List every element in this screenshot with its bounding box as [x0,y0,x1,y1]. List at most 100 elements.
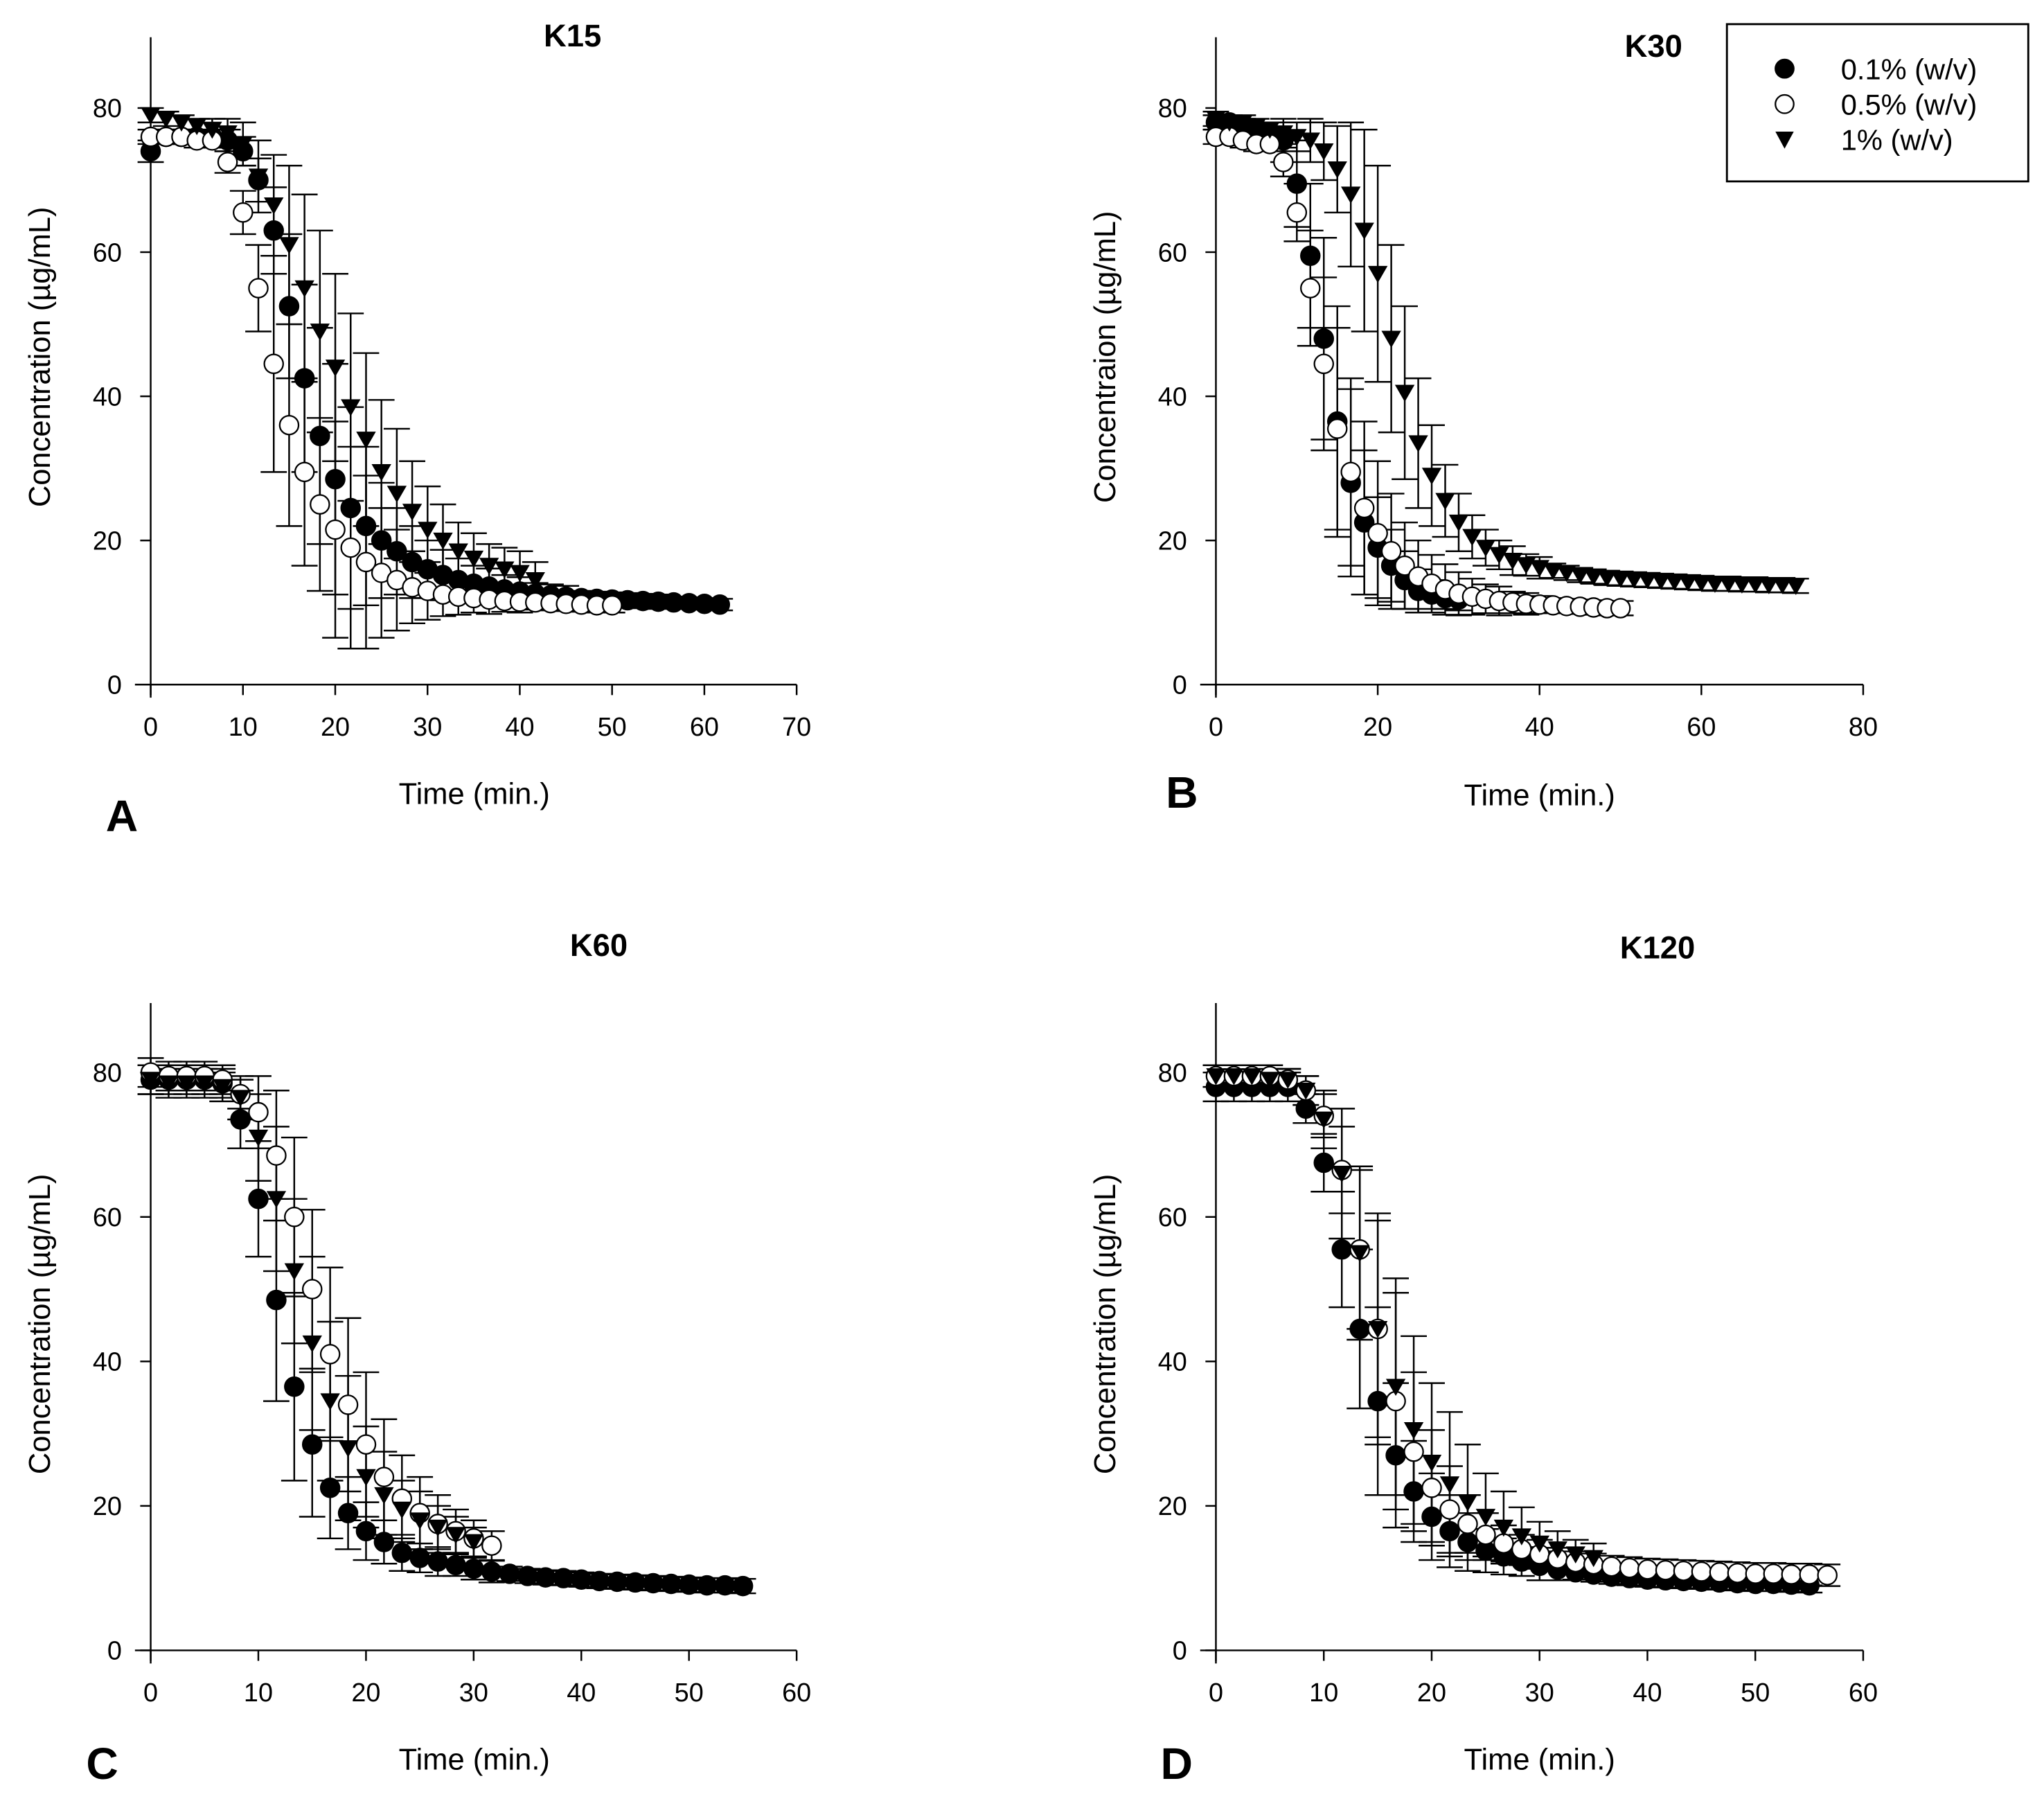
chart-title: K15 [544,18,601,53]
data-point-filled-circle [709,594,731,615]
data-point-triangle [177,1075,197,1093]
data-point-triangle [186,118,207,136]
data-point-open-circle [1619,1557,1640,1579]
data-point-open-circle [1817,1565,1838,1586]
data-point-filled-circle [1367,1390,1388,1412]
data-point-triangle [325,360,346,377]
data-point-open-circle [1610,598,1631,619]
data-point-triangle [1296,1082,1316,1100]
data-point-triangle [1435,493,1455,511]
data-point-open-circle [355,551,377,573]
x-axis-label: Time (min.) [399,777,550,810]
data-point-triangle [195,1075,215,1093]
data-point-triangle [171,114,192,132]
x-tick-label: 40 [1525,713,1554,742]
x-tick-label: 60 [782,1678,811,1708]
data-point-filled-circle [1421,1506,1442,1527]
data-point-filled-circle [625,1572,646,1593]
data-point-filled-circle [679,1574,700,1595]
data-point-triangle [1421,1454,1442,1472]
chart-title: K60 [570,928,628,963]
data-point-triangle [1349,1245,1370,1263]
data-point-triangle [1332,1165,1352,1183]
data-point-triangle [1547,1541,1567,1559]
data-point-triangle [1206,1068,1226,1085]
data-point-filled-circle [386,541,407,562]
data-point-open-circle [1709,1562,1730,1583]
data-point-triangle [525,572,545,590]
data-point-triangle [374,1487,394,1505]
data-point-triangle [418,522,438,539]
y-axis-label: Concentration (µg/mL) [1089,1174,1122,1475]
data-point-filled-circle [517,1566,538,1586]
chart-title: K30 [1625,28,1682,64]
data-point-open-circle [263,353,284,375]
data-point-filled-circle [1403,1481,1424,1502]
data-point-triangle [1565,1546,1585,1563]
data-point-triangle [1516,557,1536,574]
data-point-filled-circle [409,1548,430,1568]
data-point-filled-circle [294,368,315,389]
panel-label: C [86,1739,118,1789]
data-point-filled-circle [371,530,392,551]
data-point-triangle [156,111,176,128]
data-point-filled-circle [643,1572,664,1594]
panel-label: A [106,791,138,841]
y-tick-label: 0 [107,1637,122,1666]
data-point-triangle [427,1519,448,1537]
data-point-triangle [356,432,376,449]
data-point-triangle [266,1191,287,1208]
data-point-triangle [320,1393,340,1410]
legend: 0.1% (w/v)0.5% (w/v)1% (w/v) [1725,23,2029,183]
series-1 [1205,126,1631,619]
data-point-filled-circle [1286,173,1308,194]
data-point-open-circle [1313,353,1335,375]
data-point-triangle [1367,265,1388,283]
x-tick-label: 70 [782,713,811,742]
data-point-triangle [1300,132,1320,150]
data-point-triangle [1597,569,1617,587]
data-point-triangle [1529,560,1549,577]
data-point-triangle [1583,1550,1603,1568]
data-point-triangle [1381,330,1401,348]
data-point-filled-circle [589,1570,610,1592]
data-point-triangle [1448,514,1469,532]
data-point-filled-circle [571,1569,592,1590]
data-point-open-circle [1763,1563,1784,1584]
data-point-open-circle [325,519,346,540]
x-tick-label: 40 [1633,1678,1662,1708]
data-point-triangle [1314,1111,1334,1129]
data-point-open-circle [1394,555,1415,576]
data-point-open-circle [310,494,330,515]
x-tick-label: 40 [505,713,534,742]
x-tick-label: 0 [143,1678,158,1708]
data-point-triangle [1475,1509,1496,1526]
data-point-triangle [1786,578,1806,595]
y-axis-label: Concentration (µg/mL) [24,207,57,508]
x-tick-label: 20 [1417,1678,1446,1708]
data-point-open-circle [1655,1559,1676,1581]
data-point-triangle [141,1072,161,1089]
error-bars-series-1 [1202,128,1634,617]
data-point-triangle [1651,573,1671,590]
data-point-triangle [463,1534,484,1552]
y-tick-label: 40 [93,382,122,411]
data-point-filled-circle [714,1575,736,1596]
data-point-triangle [212,1079,233,1097]
data-point-filled-circle [266,1289,287,1311]
x-tick-label: 60 [690,713,719,742]
data-point-triangle [1502,552,1523,570]
data-point-triangle [1745,576,1766,594]
data-point-triangle [479,558,499,575]
data-point-filled-circle [732,1575,754,1597]
data-point-filled-circle [337,1503,359,1524]
data-point-triangle [1327,161,1347,179]
y-tick-label: 20 [1158,1492,1187,1521]
data-point-triangle [1772,577,1793,594]
data-point-triangle [1610,570,1630,588]
x-axis-label: Time (min.) [399,1744,550,1777]
x-tick-label: 40 [567,1678,596,1708]
data-point-filled-circle [278,296,300,317]
data-point-filled-circle [230,1109,251,1130]
data-point-filled-circle [481,1561,502,1582]
